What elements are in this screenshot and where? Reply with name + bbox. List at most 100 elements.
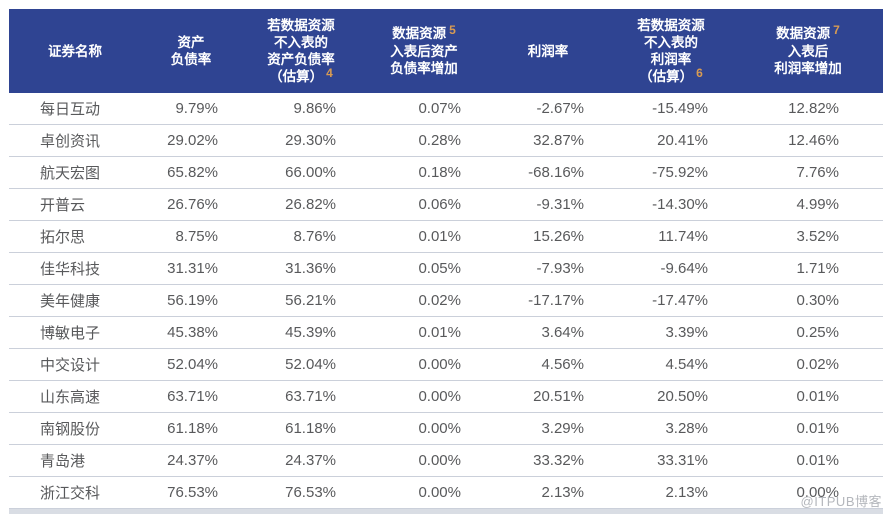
table-bottom-bar — [9, 509, 883, 514]
table-figure: 证券名称 资产 负债率 若数据资源 不入表的 资产负债率 （估算） 4 数据资源 5 入表后资产 负债… — [9, 9, 883, 514]
value-cell: -17.17% — [487, 284, 609, 317]
security-name-cell: 浙江交科 — [9, 476, 141, 509]
value-cell: 31.31% — [141, 252, 241, 285]
value-cell: 0.01% — [361, 220, 487, 253]
value-cell: 29.30% — [241, 124, 361, 157]
value-cell: -15.49% — [609, 93, 733, 125]
value-cell: 0.02% — [733, 348, 883, 381]
column-header-line: 利润率 — [527, 43, 569, 59]
table-header: 证券名称 资产 负债率 若数据资源 不入表的 资产负债率 （估算） 4 数据资源 5 入表后资产 负债… — [9, 9, 883, 93]
value-cell: 0.30% — [733, 284, 883, 317]
column-header-line: 入表后 — [787, 44, 829, 59]
footnote-ref: 5 — [449, 23, 456, 37]
table-row: 卓创资讯 29.02% 29.30% 0.28% 32.87% 20.41% 12.46% — [9, 124, 883, 157]
column-header-6: 若数据资源 不入表的 利润率 （估算） 6 — [609, 9, 733, 93]
security-name-cell: 青岛港 — [9, 444, 141, 477]
table-row: 拓尔思 8.75% 8.76% 0.01% 15.26% 11.74% 3.52% — [9, 220, 883, 253]
security-name-cell: 博敏电子 — [9, 316, 141, 349]
table-row: 浙江交科 76.53% 76.53% 0.00% 2.13% 2.13% 0.00% — [9, 476, 883, 509]
value-cell: -2.67% — [487, 93, 609, 125]
value-cell: 4.56% — [487, 348, 609, 381]
value-cell: 8.75% — [141, 220, 241, 253]
security-name-cell: 中交设计 — [9, 348, 141, 381]
value-cell: 9.86% — [241, 93, 361, 125]
column-header-line: 若数据资源 — [267, 17, 335, 33]
value-cell: 0.00% — [361, 380, 487, 413]
footnote-ref: 4 — [326, 65, 333, 80]
column-header-line: 数据资源 — [776, 26, 831, 41]
table-row: 航天宏图 65.82% 66.00% 0.18% -68.16% -75.92% 7.76% — [9, 156, 883, 189]
value-cell: 3.29% — [487, 412, 609, 445]
value-cell: 24.37% — [141, 444, 241, 477]
column-header-5: 利润率 — [487, 9, 609, 93]
value-cell: 0.05% — [361, 252, 487, 285]
value-cell: 0.00% — [361, 476, 487, 509]
security-name-cell: 佳华科技 — [9, 252, 141, 285]
data-table: 证券名称 资产 负债率 若数据资源 不入表的 资产负债率 （估算） 4 数据资源 5 入表后资产 负债… — [9, 9, 883, 509]
footnote-ref: 6 — [696, 65, 703, 80]
table-row: 中交设计 52.04% 52.04% 0.00% 4.56% 4.54% 0.02% — [9, 348, 883, 381]
column-header-line: 不入表的 — [644, 34, 698, 50]
value-cell: 4.54% — [609, 348, 733, 381]
value-cell: 61.18% — [241, 412, 361, 445]
column-header-line: 入表后资产 — [390, 44, 458, 59]
value-cell: 63.71% — [141, 380, 241, 413]
value-cell: 1.71% — [733, 252, 883, 285]
table-row: 博敏电子 45.38% 45.39% 0.01% 3.64% 3.39% 0.25% — [9, 316, 883, 349]
value-cell: 2.13% — [609, 476, 733, 509]
value-cell: 11.74% — [609, 220, 733, 253]
value-cell: -9.31% — [487, 188, 609, 221]
column-header-1: 证券名称 — [9, 9, 141, 93]
value-cell: 0.00% — [361, 348, 487, 381]
value-cell: 9.79% — [141, 93, 241, 125]
value-cell: 56.21% — [241, 284, 361, 317]
value-cell: 0.18% — [361, 156, 487, 189]
table-row: 美年健康 56.19% 56.21% 0.02% -17.17% -17.47% 0.30% — [9, 284, 883, 317]
value-cell: 0.02% — [361, 284, 487, 317]
column-header-2: 资产 负债率 — [141, 9, 241, 93]
security-name-cell: 美年健康 — [9, 284, 141, 317]
value-cell: 76.53% — [141, 476, 241, 509]
value-cell: 0.00% — [361, 412, 487, 445]
value-cell: 0.00% — [733, 476, 883, 509]
value-cell: 0.28% — [361, 124, 487, 157]
value-cell: 20.51% — [487, 380, 609, 413]
value-cell: 8.76% — [241, 220, 361, 253]
column-header-line: （估算） — [269, 68, 324, 84]
security-name-cell: 山东高速 — [9, 380, 141, 413]
value-cell: 0.07% — [361, 93, 487, 125]
column-header-line: 利润率 — [650, 51, 692, 67]
column-header-line: 利润率增加 — [774, 61, 842, 76]
value-cell: -7.93% — [487, 252, 609, 285]
value-cell: 0.06% — [361, 188, 487, 221]
column-header-line: 不入表的 — [274, 34, 328, 50]
column-header-line: （估算） — [639, 68, 694, 84]
value-cell: 12.46% — [733, 124, 883, 157]
column-header-line: 资产 — [177, 35, 205, 50]
value-cell: 63.71% — [241, 380, 361, 413]
table-row: 开普云 26.76% 26.82% 0.06% -9.31% -14.30% 4.99% — [9, 188, 883, 221]
value-cell: 29.02% — [141, 124, 241, 157]
column-header-line: 数据资源 — [392, 26, 447, 41]
value-cell: 33.31% — [609, 444, 733, 477]
value-cell: 0.01% — [361, 316, 487, 349]
value-cell: 3.39% — [609, 316, 733, 349]
value-cell: -14.30% — [609, 188, 733, 221]
column-header-line: 资产负债率 — [267, 51, 335, 67]
value-cell: 20.41% — [609, 124, 733, 157]
value-cell: 65.82% — [141, 156, 241, 189]
value-cell: -17.47% — [609, 284, 733, 317]
value-cell: 32.87% — [487, 124, 609, 157]
value-cell: 56.19% — [141, 284, 241, 317]
column-header-line: 证券名称 — [48, 43, 102, 59]
value-cell: 52.04% — [141, 348, 241, 381]
value-cell: 26.76% — [141, 188, 241, 221]
value-cell: 45.38% — [141, 316, 241, 349]
value-cell: 31.36% — [241, 252, 361, 285]
table-row: 佳华科技 31.31% 31.36% 0.05% -7.93% -9.64% 1.71% — [9, 252, 883, 285]
security-name-cell: 航天宏图 — [9, 156, 141, 189]
table-row: 青岛港 24.37% 24.37% 0.00% 33.32% 33.31% 0.01% — [9, 444, 883, 477]
value-cell: 52.04% — [241, 348, 361, 381]
value-cell: 45.39% — [241, 316, 361, 349]
column-header-3: 若数据资源 不入表的 资产负债率 （估算） 4 — [241, 9, 361, 93]
